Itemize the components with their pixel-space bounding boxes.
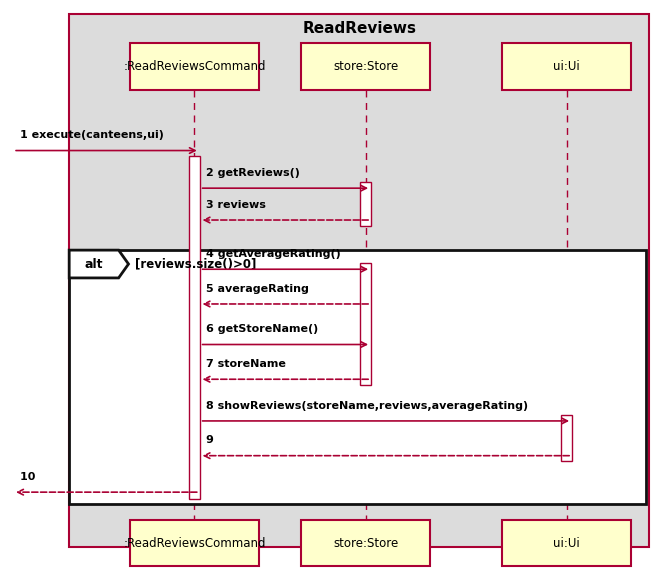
Text: ReadReviews: ReadReviews	[302, 21, 416, 36]
Text: 1 execute(canteens,ui): 1 execute(canteens,ui)	[20, 130, 163, 140]
Bar	[502, 43, 631, 90]
Text: [reviews.size()>0]: [reviews.size()>0]	[135, 258, 256, 270]
Text: :ReadReviewsCommand: :ReadReviewsCommand	[123, 537, 266, 549]
Text: 8 showReviews(storeName,reviews,averageRating): 8 showReviews(storeName,reviews,averageR…	[206, 401, 529, 411]
Text: store:Store: store:Store	[333, 537, 399, 549]
Text: ui:Ui: ui:Ui	[554, 60, 580, 73]
Bar	[69, 250, 646, 504]
Text: 5 averageRating: 5 averageRating	[206, 284, 309, 294]
Text: :ReadReviewsCommand: :ReadReviewsCommand	[123, 60, 266, 73]
Bar	[302, 43, 430, 90]
Bar	[360, 182, 371, 226]
Text: store:Store: store:Store	[333, 60, 399, 73]
Text: 3 reviews: 3 reviews	[206, 200, 266, 210]
Text: 4 getAverageRating(): 4 getAverageRating()	[206, 249, 341, 259]
Bar	[302, 520, 430, 566]
Bar	[502, 520, 631, 566]
Text: 10: 10	[20, 472, 39, 482]
Bar	[130, 520, 258, 566]
Bar	[360, 263, 371, 385]
Bar	[189, 156, 200, 499]
Text: 2 getReviews(): 2 getReviews()	[206, 168, 300, 178]
Text: 9: 9	[206, 435, 218, 445]
Bar	[130, 43, 258, 90]
Text: 6 getStoreName(): 6 getStoreName()	[206, 324, 318, 334]
Text: 7 storeName: 7 storeName	[206, 359, 286, 369]
Bar	[561, 415, 572, 461]
Polygon shape	[69, 250, 129, 278]
Bar	[69, 14, 649, 547]
Text: ui:Ui: ui:Ui	[554, 537, 580, 549]
Text: alt: alt	[84, 258, 103, 270]
